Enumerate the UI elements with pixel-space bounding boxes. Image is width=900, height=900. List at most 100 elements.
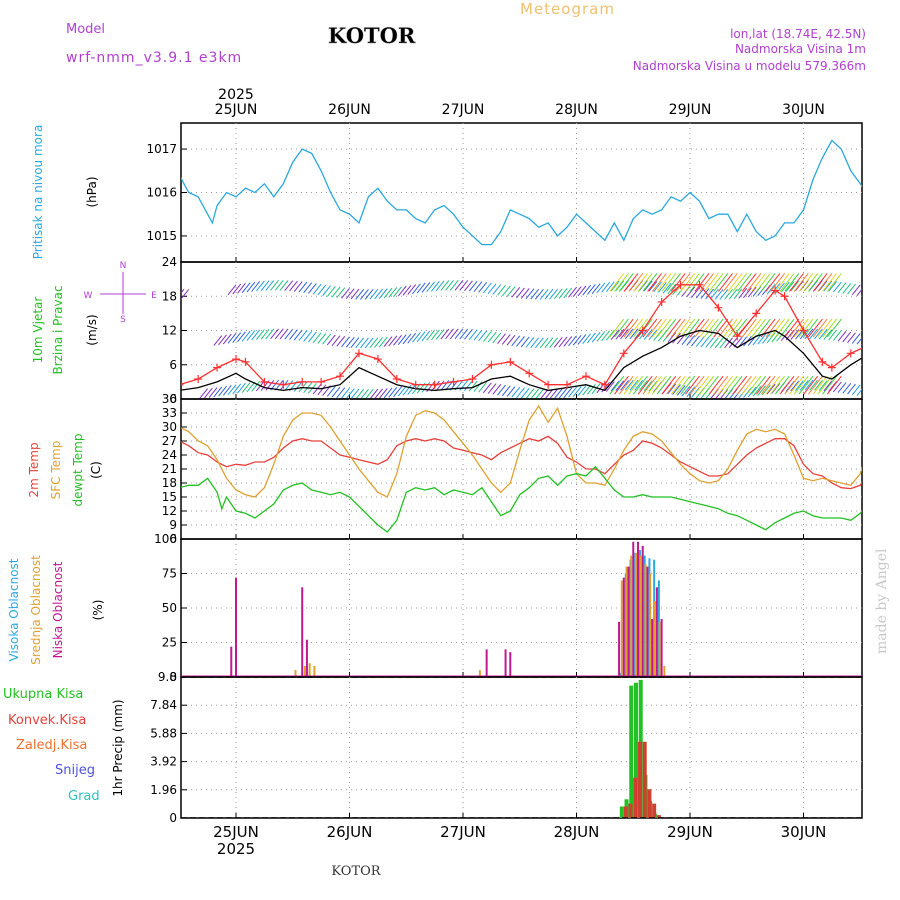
- wind-barb-storm: [647, 273, 663, 292]
- wind-barb: [360, 289, 369, 300]
- wind-barb-storm: [680, 375, 696, 395]
- wind-barb: [577, 285, 587, 297]
- wind-barb: [445, 280, 454, 291]
- wind-barb: [795, 380, 804, 391]
- wind-barb: [388, 287, 398, 298]
- wind-barb-storm: [765, 375, 781, 395]
- wind-barb: [837, 282, 847, 293]
- wind-barb: [847, 332, 856, 343]
- wind-barb: [482, 331, 492, 342]
- wind-barb: [459, 328, 469, 340]
- wind-barb: [757, 385, 767, 396]
- wind-barb-storm: [637, 273, 653, 292]
- wind-barb: [364, 337, 374, 349]
- wind-barb: [402, 333, 412, 345]
- wind-barb: [251, 281, 261, 292]
- gust-point: [733, 332, 742, 341]
- wind-barb: [591, 383, 601, 394]
- y-tick-label: 7.84: [150, 698, 177, 712]
- wind-barb: [525, 337, 535, 348]
- wind-barb: [506, 386, 516, 397]
- wind-barb: [596, 282, 606, 294]
- wind-barb-storm: [718, 318, 733, 338]
- wind-barb: [851, 384, 861, 396]
- gust-point: [695, 280, 704, 289]
- cloud-bar: [632, 541, 635, 677]
- wind-barb: [615, 328, 625, 340]
- bottom-day-label: 26JUN: [327, 823, 373, 841]
- panel-frame: [180, 676, 863, 819]
- wind-barb: [790, 380, 800, 392]
- wind-barb: [181, 288, 185, 294]
- wind-barb: [728, 337, 738, 348]
- wind-barb-storm: [647, 375, 663, 395]
- wind-barb: [851, 333, 861, 344]
- wind-barb: [799, 379, 809, 391]
- cloud-bar: [301, 587, 304, 677]
- gust-point: [487, 360, 496, 369]
- wind-barb: [814, 379, 823, 391]
- wind-barb: [738, 287, 748, 299]
- wind-barb-storm: [808, 273, 823, 292]
- wind-barb: [350, 388, 360, 399]
- wind-barb: [430, 380, 440, 392]
- wind-barb: [378, 288, 388, 299]
- wind-barb: [587, 284, 596, 295]
- panel-precip: 0 1.96 3.92 5.88 7.84 9.8: [150, 670, 863, 825]
- wind-barb: [572, 334, 582, 346]
- wind-barb: [289, 329, 298, 340]
- wind-barb-storm: [699, 318, 715, 338]
- wind-barb: [440, 380, 450, 391]
- cloud-bar: [658, 621, 661, 677]
- wind-barb: [549, 288, 558, 300]
- wind-barb-storm: [713, 318, 729, 338]
- wind-barb: [530, 288, 540, 300]
- wind-barb: [478, 281, 488, 293]
- wind-barb: [203, 387, 213, 399]
- gust-point: [619, 349, 628, 358]
- wind-barb: [520, 336, 530, 348]
- y-tick-label: 6: [169, 358, 177, 372]
- wind-barb-storm: [651, 375, 667, 395]
- cloud-bar: [634, 552, 637, 677]
- wind-barb: [539, 388, 549, 399]
- wind-barb: [601, 330, 610, 342]
- wind-barb: [790, 329, 800, 340]
- wind-barb: [241, 282, 251, 293]
- wind-barb-storm: [628, 318, 644, 338]
- wind-barb: [572, 386, 582, 397]
- wind-barb: [890, 338, 898, 348]
- wind-barb-storm: [618, 375, 634, 395]
- wind-barb-storm: [685, 273, 700, 292]
- wind-barb: [246, 281, 256, 293]
- cloud-bar: [294, 670, 297, 677]
- y-tick-label: 6: [169, 532, 177, 546]
- gust-point: [676, 280, 685, 289]
- wind-barb: [587, 383, 596, 395]
- wind-barb-storm: [713, 375, 729, 395]
- wind-barb: [237, 331, 246, 343]
- wind-barb-storm: [784, 375, 800, 395]
- y-tick-label: 0: [169, 670, 177, 684]
- wind-barb: [176, 338, 184, 348]
- cloud-bar: [509, 652, 512, 677]
- wind-barb: [303, 330, 313, 342]
- gust-point: [563, 380, 572, 389]
- wind-barb: [544, 388, 554, 399]
- gust-point: [411, 380, 420, 389]
- wind-barb-storm: [741, 375, 757, 395]
- wind-barb: [426, 281, 436, 293]
- wind-barb: [468, 280, 478, 292]
- bottom-day-label: 28JUN: [554, 823, 600, 841]
- wind-barb: [426, 330, 436, 341]
- temp-ylabel-1: 2m Temp: [27, 442, 41, 497]
- wind-barb: [591, 331, 601, 343]
- wind-barb-storm: [770, 273, 785, 292]
- wind-barb-storm: [642, 318, 658, 338]
- wind-barb: [265, 280, 275, 291]
- wind-barb: [832, 381, 842, 393]
- wind-barb-storm: [666, 318, 681, 338]
- wind-barb: [525, 288, 535, 300]
- wind-barb: [558, 387, 568, 399]
- y-tick-label: 1015: [146, 229, 177, 243]
